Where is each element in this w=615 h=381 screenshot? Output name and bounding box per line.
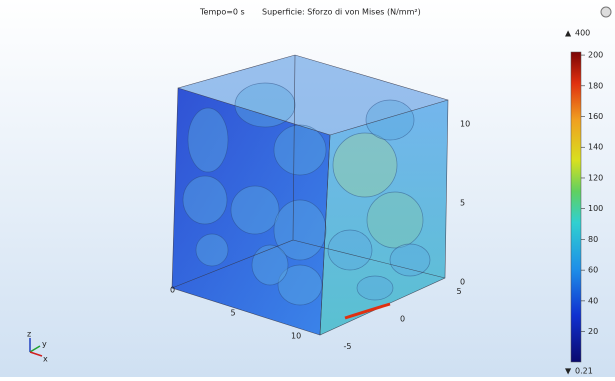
x-tick-label: 0 (170, 286, 175, 295)
x-tick-label: 5 (231, 309, 236, 318)
z-tick-label: 5 (460, 199, 465, 208)
triad-x: x (43, 355, 48, 364)
x-tick-label: 10 (291, 332, 301, 341)
colorbar-tick-label: 100 (588, 204, 603, 213)
colorbar-tick-label: 80 (588, 235, 598, 244)
graphics-window: Tempo=0 s Superficie: Sforzo di von Mise… (0, 0, 615, 377)
colorbar-tick-label: 120 (588, 173, 603, 182)
y-tick-label: 5 (457, 287, 462, 296)
colorbar-tick-label: 140 (588, 143, 603, 152)
z-tick-label: 10 (460, 120, 470, 129)
plot-title: Superficie: Sforzo di von Mises (N/mm²) (262, 8, 421, 17)
colorbar-tick-label: 40 (588, 296, 598, 305)
time-label: Tempo=0 s (199, 8, 245, 17)
cube-render (172, 55, 448, 335)
camera-button[interactable] (601, 7, 611, 17)
min-marker: ▼ (565, 367, 572, 376)
colorbar-tick-label: 60 (588, 266, 598, 275)
max-marker: ▲ (565, 29, 572, 38)
colorbar-tick-label: 200 (588, 51, 603, 60)
colorbar (571, 52, 581, 362)
z-tick-label: 0 (460, 278, 465, 287)
y-tick-label: -5 (344, 342, 352, 351)
triad-y: y (42, 340, 47, 349)
max-label: 400 (575, 29, 590, 38)
min-label: 0.21 (575, 367, 593, 376)
colorbar-tick-label: 160 (588, 112, 603, 121)
colorbar-tick-label: 20 (588, 327, 598, 336)
y-tick-label: 0 (400, 315, 405, 324)
triad-z: z (27, 330, 31, 339)
colorbar-tick-label: 180 (588, 81, 603, 90)
